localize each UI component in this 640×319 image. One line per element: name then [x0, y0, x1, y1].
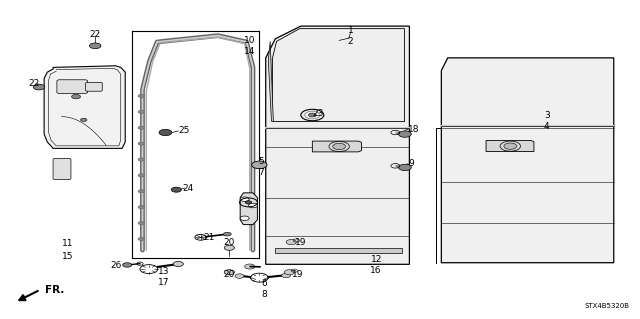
Circle shape — [284, 270, 294, 275]
Text: 11: 11 — [62, 239, 74, 248]
Text: 19: 19 — [292, 270, 303, 279]
Circle shape — [138, 237, 145, 241]
Circle shape — [138, 174, 145, 177]
Text: 5: 5 — [259, 157, 264, 166]
Circle shape — [172, 187, 181, 192]
Circle shape — [138, 94, 145, 98]
Circle shape — [224, 245, 234, 250]
Polygon shape — [44, 66, 125, 148]
Circle shape — [235, 274, 244, 278]
Circle shape — [504, 143, 516, 149]
Circle shape — [138, 110, 145, 114]
Circle shape — [244, 264, 255, 269]
Text: 4: 4 — [544, 122, 550, 131]
Circle shape — [72, 94, 81, 99]
Circle shape — [308, 113, 316, 117]
Polygon shape — [486, 140, 534, 152]
Polygon shape — [268, 41, 273, 122]
Polygon shape — [266, 26, 410, 264]
Text: 16: 16 — [371, 266, 382, 275]
Text: 6: 6 — [262, 279, 268, 288]
Circle shape — [399, 164, 412, 171]
Circle shape — [282, 273, 291, 278]
Circle shape — [223, 232, 231, 236]
Polygon shape — [442, 58, 614, 263]
FancyBboxPatch shape — [53, 159, 71, 180]
Text: 1: 1 — [348, 26, 353, 35]
Circle shape — [33, 84, 45, 90]
Circle shape — [286, 240, 296, 245]
Circle shape — [240, 216, 249, 220]
Text: 19: 19 — [295, 238, 307, 247]
Circle shape — [333, 143, 346, 150]
Text: 26: 26 — [111, 261, 122, 271]
Polygon shape — [312, 141, 362, 152]
Circle shape — [138, 205, 145, 209]
Circle shape — [138, 142, 145, 145]
Text: 25: 25 — [178, 126, 189, 135]
Text: 7: 7 — [259, 168, 264, 177]
Text: 10: 10 — [244, 36, 255, 45]
Circle shape — [138, 126, 145, 129]
Circle shape — [224, 270, 234, 275]
Circle shape — [81, 118, 87, 122]
Text: 8: 8 — [262, 290, 268, 299]
Text: 2: 2 — [348, 38, 353, 47]
Circle shape — [159, 129, 172, 136]
Circle shape — [245, 201, 252, 204]
Text: 20: 20 — [223, 238, 235, 247]
Text: 20: 20 — [223, 270, 235, 279]
Circle shape — [240, 197, 249, 201]
Circle shape — [252, 161, 267, 169]
Text: FR.: FR. — [45, 286, 65, 295]
Circle shape — [138, 158, 145, 161]
Text: 22: 22 — [28, 79, 40, 88]
FancyBboxPatch shape — [86, 82, 102, 91]
Circle shape — [90, 43, 101, 49]
Text: 14: 14 — [244, 47, 255, 56]
Text: 18: 18 — [408, 125, 420, 134]
Circle shape — [123, 263, 132, 267]
Text: 15: 15 — [62, 252, 74, 261]
Text: 24: 24 — [182, 184, 194, 193]
Circle shape — [138, 221, 145, 225]
Polygon shape — [240, 193, 257, 225]
Text: STX4B5320B: STX4B5320B — [585, 303, 630, 309]
Text: 23: 23 — [312, 109, 324, 118]
FancyBboxPatch shape — [57, 80, 88, 93]
Text: 17: 17 — [159, 278, 170, 287]
Circle shape — [173, 262, 183, 267]
Text: 9: 9 — [408, 159, 414, 168]
Circle shape — [248, 203, 257, 208]
Text: 12: 12 — [371, 255, 382, 264]
Text: 3: 3 — [544, 111, 550, 120]
Circle shape — [399, 131, 412, 137]
Text: 22: 22 — [90, 30, 101, 39]
Text: 13: 13 — [159, 267, 170, 276]
Circle shape — [138, 190, 145, 193]
Polygon shape — [275, 249, 402, 253]
Text: 21: 21 — [204, 233, 215, 242]
